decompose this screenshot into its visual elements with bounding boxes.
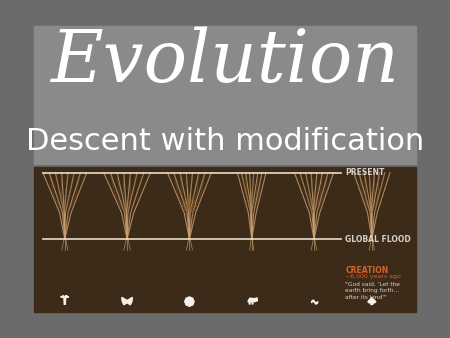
Text: GLOBAL FLOOD: GLOBAL FLOOD [345,235,411,244]
Circle shape [188,303,191,306]
Circle shape [186,298,189,301]
Polygon shape [65,296,69,298]
Polygon shape [371,302,373,305]
Text: CREATION: CREATION [345,266,388,275]
Text: ~6,000 years ago: ~6,000 years ago [345,274,401,279]
Circle shape [188,297,191,300]
Text: PRESENT: PRESENT [345,168,384,177]
Polygon shape [64,298,66,304]
Text: Evolution: Evolution [50,26,400,97]
Polygon shape [252,301,253,304]
Ellipse shape [368,300,376,303]
Text: Descent with modification: Descent with modification [26,127,424,156]
Polygon shape [248,298,256,301]
Circle shape [190,302,193,305]
Circle shape [190,298,193,301]
Circle shape [190,300,194,303]
Polygon shape [368,297,376,302]
Circle shape [186,302,189,305]
Circle shape [185,300,188,303]
Circle shape [188,300,191,303]
Text: "God said, 'Let the
earth bring forth...
after its kind'": "God said, 'Let the earth bring forth...… [345,282,400,300]
Polygon shape [127,297,132,305]
Polygon shape [122,297,127,305]
Polygon shape [65,295,67,298]
Polygon shape [63,295,65,298]
Bar [34,167,416,312]
Bar [34,26,416,164]
Polygon shape [249,301,250,304]
Polygon shape [254,298,257,301]
Polygon shape [61,296,65,298]
